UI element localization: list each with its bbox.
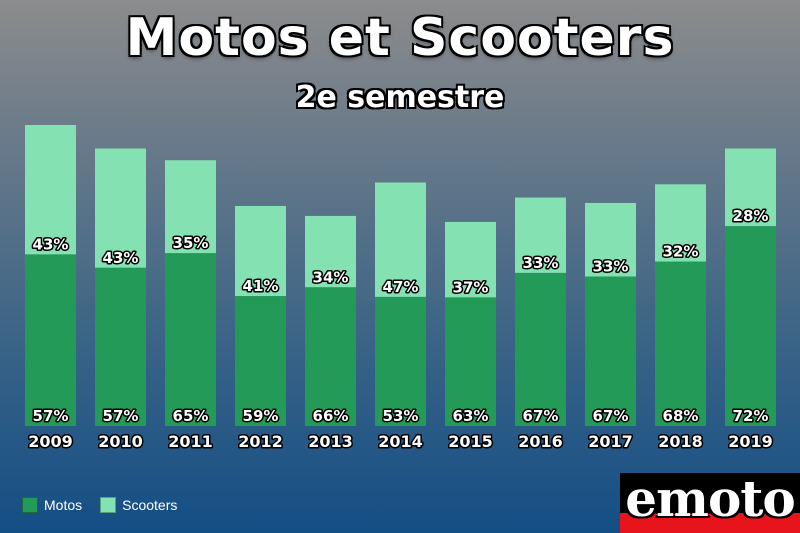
bar-motos-2012 <box>235 296 286 426</box>
bar-motos-2015 <box>445 297 496 426</box>
data-label-motos-2012: 59% <box>243 407 279 425</box>
data-label-motos-2011: 65% <box>173 407 209 425</box>
data-label-motos-2009: 57% <box>33 407 69 425</box>
data-label-scooters-2009: 43% <box>33 235 69 253</box>
legend-label-motos: Motos <box>44 497 83 513</box>
emoto-logo: emoto <box>620 473 800 533</box>
x-tick-label-2016: 2016 <box>518 432 563 451</box>
legend-label-scooters: Scooters <box>122 497 178 513</box>
x-tick-label-2012: 2012 <box>238 432 283 451</box>
data-label-motos-2016: 67% <box>523 407 559 425</box>
logo-red-band <box>620 513 800 533</box>
data-label-scooters-2014: 47% <box>383 278 419 296</box>
data-label-motos-2018: 68% <box>663 407 699 425</box>
data-label-scooters-2019: 28% <box>733 207 769 225</box>
chart-subtitle: 2e semestre <box>295 80 505 115</box>
bar-scooters-2017 <box>585 202 636 277</box>
data-label-scooters-2015: 37% <box>453 278 489 296</box>
legend-item-scooters: Scooters <box>100 497 177 513</box>
x-tick-label-2015: 2015 <box>448 432 493 451</box>
x-tick-label-2011: 2011 <box>168 432 213 451</box>
legend-item-motos: Motos <box>22 497 82 513</box>
data-label-scooters-2013: 34% <box>313 268 349 286</box>
bar-motos-2017 <box>585 276 636 426</box>
chart-title: Motos et Scooters <box>125 8 675 68</box>
x-tick-label-2010: 2010 <box>98 432 143 451</box>
data-label-motos-2019: 72% <box>733 407 769 425</box>
bar-motos-2018 <box>655 261 706 426</box>
data-label-scooters-2017: 33% <box>593 258 629 276</box>
bar-scooters-2014 <box>375 182 426 297</box>
data-label-motos-2017: 67% <box>593 407 629 425</box>
legend-swatch-scooters <box>100 497 117 513</box>
data-label-motos-2010: 57% <box>103 407 139 425</box>
data-label-motos-2015: 63% <box>453 407 489 425</box>
bar-motos-2019 <box>725 226 776 426</box>
x-tick-label-2017: 2017 <box>588 432 633 451</box>
data-label-scooters-2011: 35% <box>173 234 209 252</box>
data-label-scooters-2010: 43% <box>103 249 139 267</box>
data-label-motos-2014: 53% <box>383 407 419 425</box>
data-label-scooters-2018: 32% <box>663 243 699 261</box>
bar-motos-2014 <box>375 296 426 426</box>
bar-scooters-2012 <box>235 205 286 297</box>
x-tick-label-2009: 2009 <box>28 432 73 451</box>
logo-text: emoto <box>625 473 796 528</box>
bar-scooters-2011 <box>165 160 216 254</box>
bar-scooters-2009 <box>25 125 76 255</box>
bar-scooters-2016 <box>515 197 566 273</box>
x-tick-label-2013: 2013 <box>308 432 353 451</box>
bar-scooters-2015 <box>445 221 496 298</box>
data-label-motos-2013: 66% <box>313 407 349 425</box>
legend: Motos Scooters <box>22 497 195 513</box>
x-tick-label-2014: 2014 <box>378 432 423 451</box>
data-label-scooters-2016: 33% <box>523 254 559 272</box>
bar-motos-2011 <box>165 253 216 426</box>
data-label-scooters-2012: 41% <box>243 277 279 295</box>
x-tick-label-2019: 2019 <box>728 432 773 451</box>
bar-scooters-2013 <box>305 215 356 288</box>
bar-motos-2009 <box>25 254 76 426</box>
bar-scooters-2019 <box>725 148 776 227</box>
bar-scooters-2018 <box>655 184 706 262</box>
bar-motos-2016 <box>515 272 566 426</box>
bar-motos-2010 <box>95 267 146 426</box>
x-tick-label-2018: 2018 <box>658 432 703 451</box>
bar-motos-2013 <box>305 287 356 426</box>
legend-swatch-motos <box>22 497 38 513</box>
bar-scooters-2010 <box>95 148 146 268</box>
